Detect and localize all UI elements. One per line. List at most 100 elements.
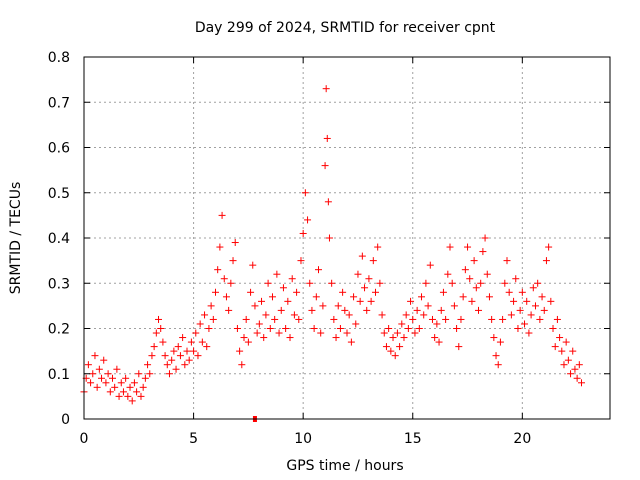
data-point [499, 315, 507, 323]
data-point [161, 352, 169, 360]
data-point [310, 325, 318, 332]
data-point [126, 383, 134, 391]
data-point [542, 257, 550, 265]
data-point [551, 343, 559, 351]
data-point [468, 297, 476, 305]
data-point [374, 243, 382, 251]
data-point [319, 302, 327, 310]
data-point [286, 334, 294, 342]
data-point [148, 352, 156, 360]
data-point [531, 302, 539, 310]
data-point [437, 306, 445, 314]
data-point [418, 293, 426, 301]
data-point [455, 343, 463, 351]
data-point [448, 279, 456, 287]
data-point [549, 325, 557, 332]
data-point [249, 261, 257, 269]
data-point [152, 329, 160, 337]
data-point [181, 361, 189, 369]
data-point [387, 347, 395, 355]
data-point [284, 297, 292, 305]
data-point [371, 288, 379, 296]
grid-lines [84, 57, 610, 419]
data-point [130, 379, 138, 387]
data-point [367, 297, 375, 305]
data-point [212, 288, 219, 296]
data-point [501, 279, 509, 287]
data-point [262, 311, 270, 319]
data-point [207, 302, 215, 310]
data-point [290, 311, 298, 319]
data-point [242, 315, 250, 323]
data-point [547, 297, 555, 305]
data-point [347, 338, 355, 346]
data-point [190, 347, 198, 355]
data-point [137, 392, 145, 400]
data-point [396, 343, 404, 351]
data-point [461, 266, 469, 274]
data-point [299, 229, 307, 237]
data-point [490, 334, 498, 342]
x-tick-labels: 0 5 10 15 20 [80, 431, 532, 447]
data-point [481, 234, 489, 242]
data-point [466, 275, 474, 283]
data-point [293, 288, 301, 296]
y-tick-label: 0.6 [48, 141, 70, 157]
data-point [84, 361, 92, 369]
data-point [196, 320, 204, 328]
data-point [575, 361, 583, 369]
data-point [518, 288, 526, 296]
data-point [361, 284, 369, 292]
data-point [376, 279, 384, 287]
data-point [573, 374, 581, 382]
data-point [426, 261, 434, 269]
data-point [98, 374, 106, 382]
data-point [352, 320, 360, 328]
data-point [556, 334, 564, 342]
data-point [113, 365, 121, 373]
data-point [464, 243, 472, 251]
data-point [529, 284, 537, 292]
y-tick-label: 0.7 [48, 95, 70, 111]
data-point [402, 311, 410, 319]
data-point [534, 279, 542, 287]
data-point [496, 338, 504, 346]
x-axis-label: GPS time / hours [286, 458, 403, 474]
data-point [214, 266, 222, 274]
data-point [209, 315, 217, 323]
data-point [459, 293, 467, 301]
data-point [255, 320, 263, 328]
data-point [168, 356, 176, 364]
data-point [569, 347, 577, 355]
data-point [104, 370, 112, 378]
data-series-srmtid [80, 85, 586, 422]
x-tick-label: 15 [404, 431, 422, 447]
data-point [479, 248, 487, 256]
y-tick-label: 0.4 [48, 231, 70, 247]
data-point [183, 347, 191, 355]
x-tick-label: 0 [80, 431, 89, 447]
data-point [144, 361, 152, 369]
data-point [198, 338, 206, 346]
data-point [308, 306, 316, 314]
data-point [258, 297, 266, 305]
data-point [516, 306, 524, 314]
data-point [312, 293, 320, 301]
data-point [176, 352, 184, 360]
data-point [295, 315, 303, 323]
data-point [275, 329, 283, 337]
data-point [382, 343, 390, 351]
data-point [128, 397, 136, 405]
data-point [251, 302, 259, 310]
data-point [492, 352, 500, 360]
data-point [404, 325, 412, 332]
data-point [297, 257, 305, 265]
data-point [135, 370, 143, 378]
data-point [244, 338, 252, 346]
data-point [315, 266, 323, 274]
data-point [339, 288, 347, 296]
data-point [288, 275, 296, 283]
data-point [378, 311, 386, 319]
data-point [102, 379, 110, 387]
data-point [108, 374, 116, 382]
